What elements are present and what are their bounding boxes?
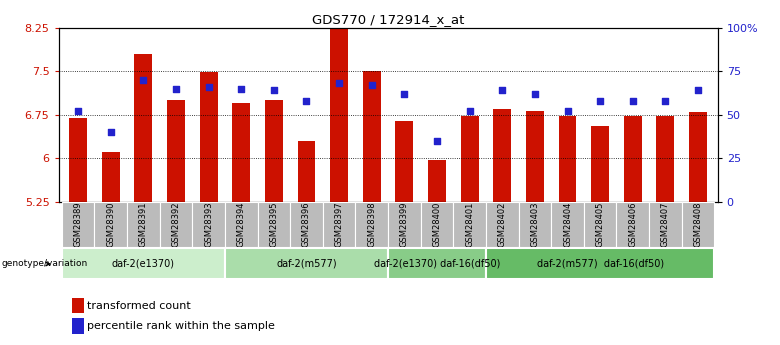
Point — [431, 138, 443, 144]
Bar — [486, 248, 714, 279]
Bar — [657, 117, 675, 202]
Bar — [62, 202, 94, 247]
Text: GSM28403: GSM28403 — [530, 201, 540, 247]
Bar — [225, 248, 388, 279]
Point — [202, 84, 215, 90]
Point — [366, 82, 378, 88]
Bar — [420, 202, 453, 247]
Bar — [323, 202, 356, 247]
Text: GSM28389: GSM28389 — [73, 201, 83, 247]
Bar — [160, 202, 193, 247]
Point — [137, 77, 150, 83]
Text: GSM28392: GSM28392 — [172, 201, 180, 247]
Bar — [101, 152, 119, 202]
Point — [529, 91, 541, 97]
Bar — [486, 202, 519, 247]
Bar — [167, 100, 185, 202]
Bar — [388, 248, 486, 279]
Bar — [94, 202, 127, 247]
Point — [333, 81, 346, 86]
Text: GSM28407: GSM28407 — [661, 201, 670, 247]
Text: percentile rank within the sample: percentile rank within the sample — [87, 321, 275, 331]
Bar — [356, 202, 388, 247]
Bar — [330, 7, 348, 202]
Text: GSM28397: GSM28397 — [335, 201, 344, 247]
Point — [692, 88, 704, 93]
Point — [562, 108, 574, 114]
Bar — [624, 117, 642, 202]
Bar — [363, 71, 381, 202]
Title: GDS770 / 172914_x_at: GDS770 / 172914_x_at — [312, 13, 464, 27]
Text: GSM28399: GSM28399 — [400, 201, 409, 247]
Bar — [290, 202, 323, 247]
Bar — [649, 202, 682, 247]
Bar — [526, 111, 544, 202]
Point — [235, 86, 247, 91]
Text: GSM28408: GSM28408 — [693, 201, 703, 247]
Point — [398, 91, 410, 97]
Text: GSM28404: GSM28404 — [563, 201, 572, 247]
Text: GSM28391: GSM28391 — [139, 201, 148, 247]
Text: genotype/variation: genotype/variation — [1, 259, 87, 268]
Bar — [682, 202, 714, 247]
Bar — [265, 100, 283, 202]
Bar — [388, 202, 420, 247]
Bar — [591, 126, 609, 202]
Bar — [69, 118, 87, 202]
Bar — [257, 202, 290, 247]
Bar — [558, 117, 576, 202]
Point — [105, 129, 117, 135]
Bar — [689, 112, 707, 202]
Text: GSM28394: GSM28394 — [236, 201, 246, 247]
Bar — [493, 109, 511, 202]
Point — [268, 88, 280, 93]
Text: GSM28393: GSM28393 — [204, 201, 213, 247]
Point — [626, 98, 639, 104]
Bar — [297, 141, 315, 202]
Bar — [62, 248, 225, 279]
Bar — [232, 103, 250, 202]
Point — [594, 98, 606, 104]
Text: GSM28406: GSM28406 — [628, 201, 637, 247]
Bar — [72, 318, 83, 334]
Bar — [72, 298, 83, 313]
Text: GSM28390: GSM28390 — [106, 201, 115, 247]
Text: GSM28400: GSM28400 — [432, 201, 441, 247]
Text: daf-2(e1370) daf-16(df50): daf-2(e1370) daf-16(df50) — [374, 259, 500, 269]
Point — [72, 108, 84, 114]
Bar — [134, 54, 152, 202]
Text: daf-2(m577)  daf-16(df50): daf-2(m577) daf-16(df50) — [537, 259, 664, 269]
Bar — [461, 116, 479, 202]
Point — [659, 98, 672, 104]
Text: GSM28396: GSM28396 — [302, 201, 311, 247]
Text: GSM28401: GSM28401 — [465, 201, 474, 247]
Text: transformed count: transformed count — [87, 301, 190, 311]
Text: GSM28402: GSM28402 — [498, 201, 507, 247]
Bar — [453, 202, 486, 247]
Bar — [395, 120, 413, 202]
Bar — [583, 202, 616, 247]
Bar — [616, 202, 649, 247]
Bar — [519, 202, 551, 247]
Bar — [225, 202, 257, 247]
Bar — [127, 202, 160, 247]
Bar — [200, 72, 218, 202]
Text: GSM28405: GSM28405 — [596, 201, 604, 247]
Text: GSM28395: GSM28395 — [269, 201, 278, 247]
Bar — [193, 202, 225, 247]
Bar — [551, 202, 583, 247]
Point — [463, 108, 476, 114]
Text: daf-2(e1370): daf-2(e1370) — [112, 259, 175, 269]
Text: GSM28398: GSM28398 — [367, 201, 376, 247]
Text: daf-2(m577): daf-2(m577) — [276, 259, 337, 269]
Bar — [428, 160, 446, 202]
Point — [170, 86, 183, 91]
Point — [300, 98, 313, 104]
Point — [496, 88, 509, 93]
